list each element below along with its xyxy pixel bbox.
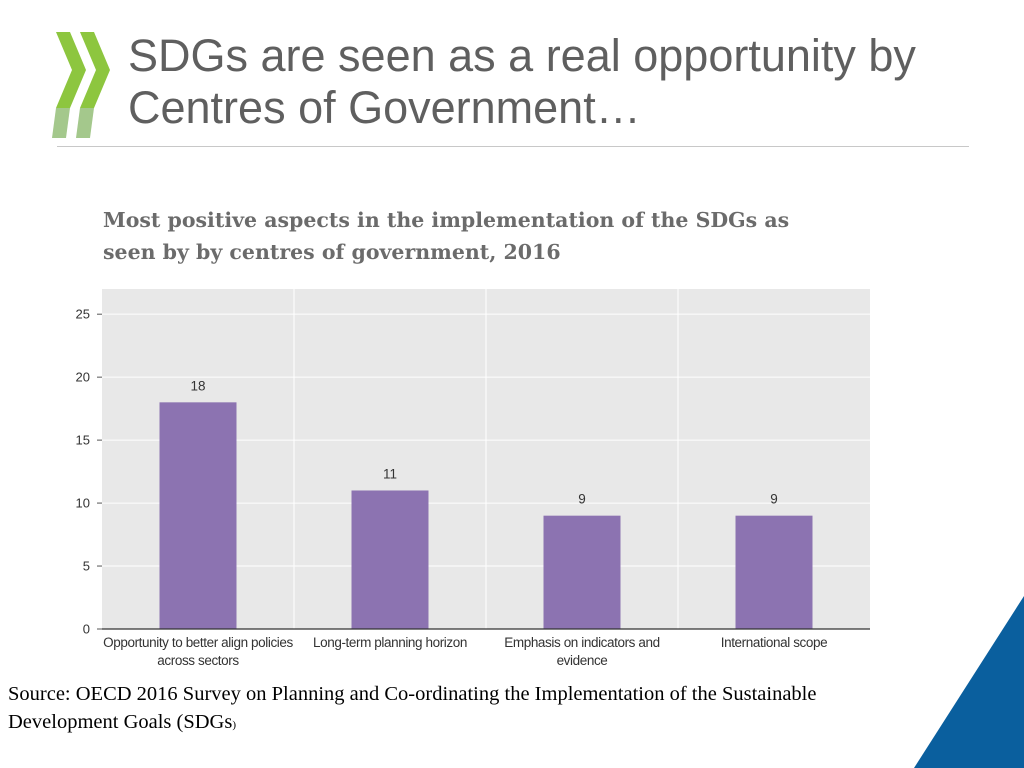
corner-decoration <box>914 596 1024 768</box>
source-text: Source: OECD 2016 Survey on Planning and… <box>8 683 817 733</box>
logo-shadow-right <box>76 108 94 138</box>
bar-chart: 0 5 10 15 20 25 18 Opportunity to better align … <box>76 289 870 668</box>
chart-title: Most positive aspects in the implementat… <box>103 204 903 268</box>
slide-title: SDGs are seen as a real opportunity by C… <box>128 30 978 134</box>
bar <box>543 515 621 629</box>
y-tick-label: 15 <box>76 433 90 448</box>
data-label: 9 <box>578 492 586 507</box>
x-tick-label: Long-term planning horizon <box>313 635 467 650</box>
data-label: 9 <box>770 492 778 507</box>
slide-title-line-2: Centres of Government… <box>128 82 641 133</box>
x-tick-label: Opportunity to better align policies <box>103 635 293 650</box>
bar <box>159 402 237 629</box>
bar <box>351 490 429 629</box>
y-tick-label: 25 <box>76 307 90 322</box>
logo-shadow-left <box>52 108 70 138</box>
chart-title-line-1: Most positive aspects in the implementat… <box>103 208 790 232</box>
slide-title-line-1: SDGs are seen as a real opportunity by <box>128 30 916 81</box>
corner-triangle <box>914 596 1024 768</box>
bar <box>735 515 813 629</box>
title-divider <box>57 146 969 147</box>
y-tick-label: 0 <box>83 622 90 637</box>
y-tick-label: 5 <box>83 559 90 574</box>
x-tick-label: Emphasis on indicators and <box>504 635 659 650</box>
oecd-logo <box>52 32 110 138</box>
x-tick-label: International scope <box>721 635 827 650</box>
x-tick-label: across sectors <box>157 653 239 668</box>
chart-title-line-2: seen by by centres of government, 2016 <box>103 240 561 264</box>
y-tick-label: 10 <box>76 496 90 511</box>
y-tick-label: 20 <box>76 370 90 385</box>
x-tick-label: evidence <box>557 653 608 668</box>
source-note: Source: OECD 2016 Survey on Planning and… <box>8 680 908 739</box>
source-close-paren: ) <box>232 719 237 731</box>
data-label: 11 <box>383 466 397 481</box>
logo-chevron-right <box>80 32 110 108</box>
data-label: 18 <box>190 378 205 393</box>
logo-chevron-left <box>56 32 86 108</box>
